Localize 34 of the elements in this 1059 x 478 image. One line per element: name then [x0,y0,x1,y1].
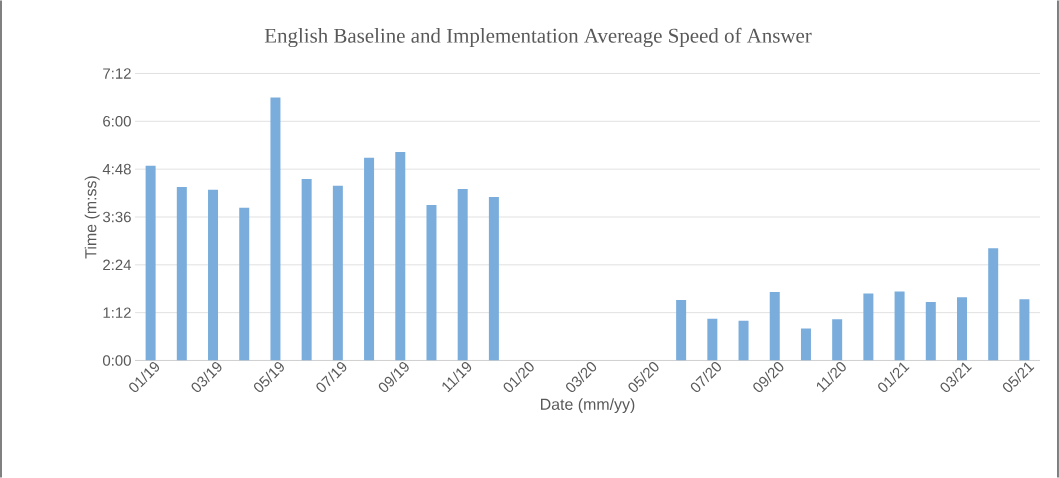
bar [332,185,343,361]
bar [301,179,312,361]
y-tick-label: 1:12 [103,307,131,318]
bar [395,151,406,361]
bar [769,292,780,361]
y-tick-label: 0:00 [102,355,131,366]
bar [364,157,375,361]
bar [894,291,905,361]
bar [925,302,936,361]
bar [145,165,156,361]
x-axis-title: Date (mm/yy) [541,398,635,414]
y-tick-label: 7:12 [103,68,131,79]
bar [988,248,999,361]
bar [800,328,811,361]
bar [239,207,250,361]
y-tick-label: 3:36 [102,211,131,223]
y-axis-title: Time (m:ss) [84,176,100,259]
bar [956,297,967,361]
bar [863,293,874,361]
y-tick-label: 2:24 [103,259,132,271]
bar [488,197,499,361]
bar [738,320,749,361]
y-tick-label: 4:48 [102,163,131,175]
bar [176,187,187,361]
bar [426,205,437,361]
bar [457,189,468,361]
chart-title: English Baseline and Implementation Avereage Speed of Answer [264,27,812,48]
bar [1019,299,1030,361]
bar [832,319,843,361]
bar [208,189,219,361]
bar [676,300,687,361]
bar [707,318,718,361]
bar [270,97,281,361]
y-tick-label: 6:00 [103,116,131,127]
